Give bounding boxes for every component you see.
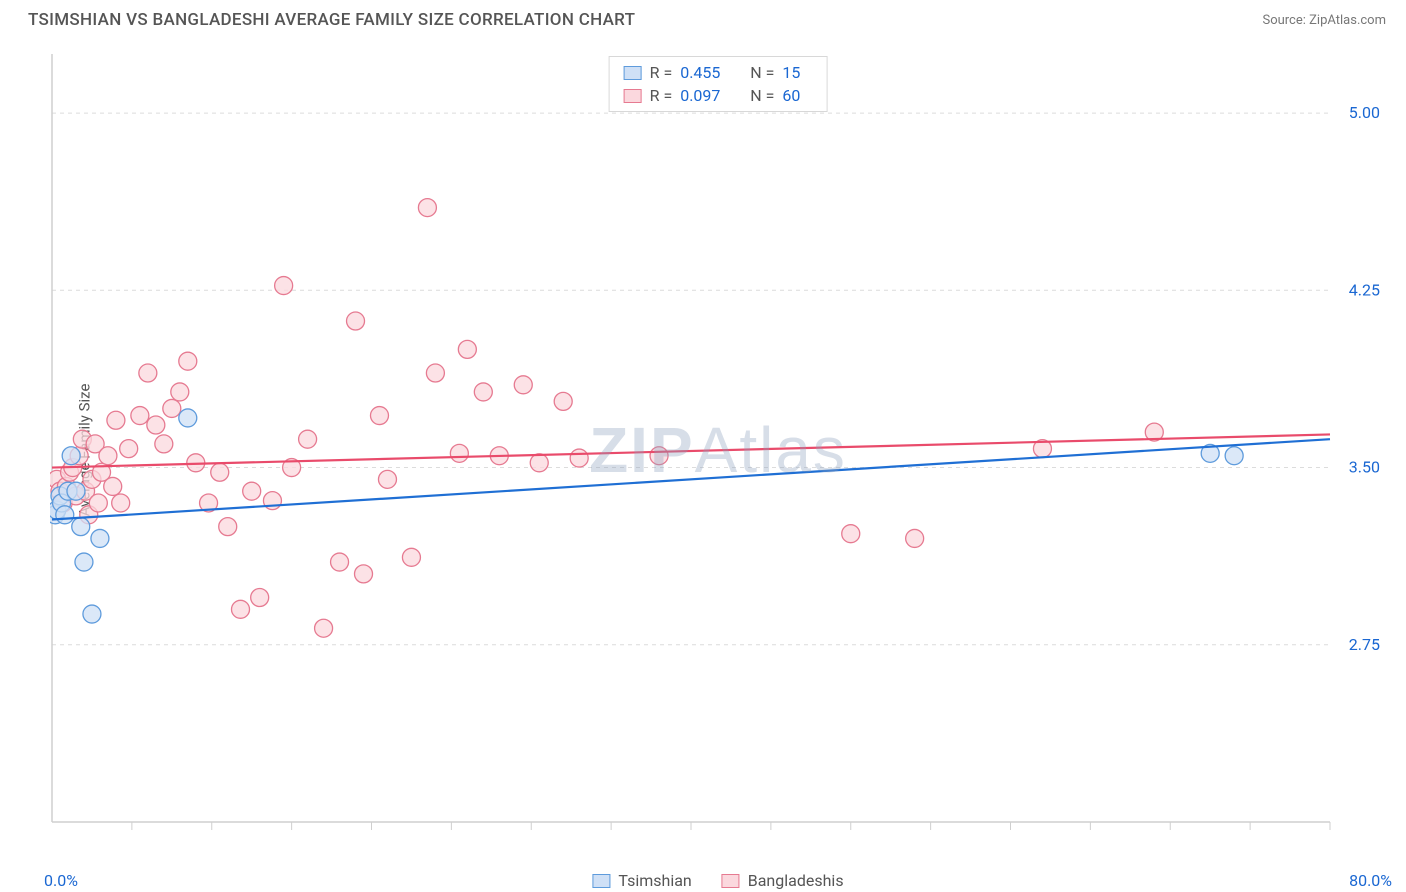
svg-text:3.50: 3.50 — [1349, 458, 1380, 477]
x-min-label: 0.0% — [44, 871, 78, 890]
swatch-icon — [624, 66, 642, 80]
legend-label: Tsimshian — [618, 871, 691, 890]
legend-item-bangladeshis: Bangladeshis — [722, 871, 844, 890]
r-label: R = — [650, 86, 673, 105]
legend-row-bangladeshis: R = 0.097 N = 60 — [610, 84, 827, 107]
swatch-icon — [592, 874, 610, 888]
chart-header: TSIMSHIAN VS BANGLADESHI AVERAGE FAMILY … — [0, 0, 1406, 40]
n-value: 60 — [782, 86, 812, 105]
x-max-label: 80.0% — [1349, 871, 1392, 890]
swatch-icon — [722, 874, 740, 888]
scatter-plot: 2.75 3.50 4.25 5.00 — [50, 50, 1386, 850]
r-label: R = — [650, 63, 673, 82]
legend-item-tsimshian: Tsimshian — [592, 871, 691, 890]
legend-label: Bangladeshis — [748, 871, 844, 890]
svg-text:2.75: 2.75 — [1349, 635, 1380, 654]
swatch-icon — [624, 89, 642, 103]
chart-container: Average Family Size 2.753.504.255.00 ZIP… — [50, 50, 1386, 850]
svg-text:4.25: 4.25 — [1349, 280, 1380, 299]
chart-title: TSIMSHIAN VS BANGLADESHI AVERAGE FAMILY … — [28, 10, 635, 30]
correlation-legend: R = 0.455 N = 15 R = 0.097 N = 60 — [609, 56, 828, 112]
legend-row-tsimshian: R = 0.455 N = 15 — [610, 61, 827, 84]
n-value: 15 — [782, 63, 812, 82]
r-value: 0.097 — [680, 86, 730, 105]
r-value: 0.455 — [680, 63, 730, 82]
series-legend: Tsimshian Bangladeshis — [592, 871, 843, 890]
n-label: N = — [750, 86, 774, 105]
svg-text:5.00: 5.00 — [1349, 103, 1380, 122]
n-label: N = — [750, 63, 774, 82]
source-label: Source: ZipAtlas.com — [1262, 13, 1386, 28]
